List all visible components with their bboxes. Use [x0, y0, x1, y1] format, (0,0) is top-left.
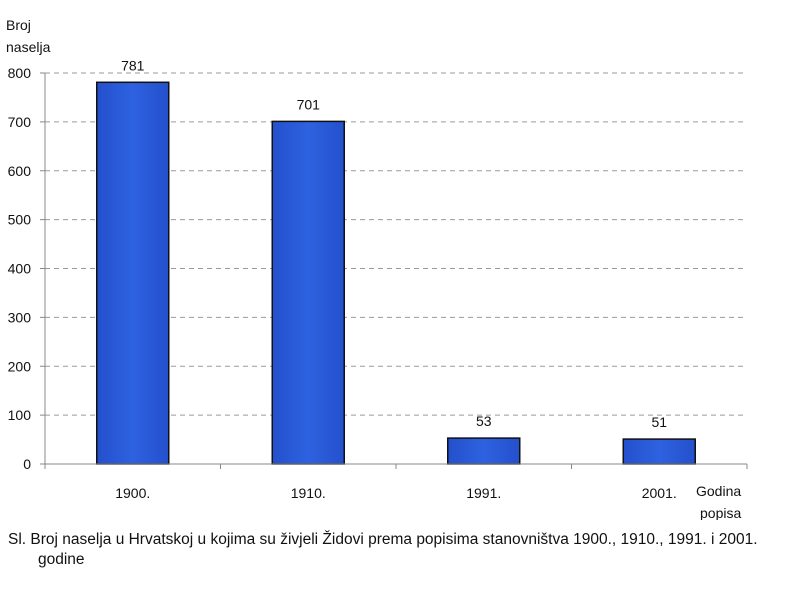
- y-axis-title-line1: Broj: [6, 17, 31, 33]
- y-tick-label: 400: [8, 261, 32, 277]
- y-tick-label: 200: [8, 358, 32, 374]
- bar: [96, 81, 170, 465]
- x-axis-title-line1: Godina: [696, 483, 741, 499]
- x-tick-label: 2001.: [642, 485, 677, 501]
- y-tick-label: 700: [8, 114, 32, 130]
- caption-line2: godine: [38, 551, 85, 568]
- bar: [271, 120, 345, 465]
- y-axis-title-line2: naselja: [6, 39, 51, 55]
- data-label: 53: [476, 413, 492, 429]
- bar: [622, 438, 696, 465]
- y-tick-label: 500: [8, 212, 32, 228]
- y-tick-label: 300: [8, 309, 32, 325]
- x-tick-label: 1991.: [466, 485, 501, 501]
- y-tick-label: 0: [23, 456, 31, 472]
- data-label: 701: [297, 96, 321, 112]
- y-tick-label: 800: [8, 65, 32, 81]
- bar-chart: 781 701 53 51 0 100 200 300 400 500 600 700 800 1900…: [6, 17, 748, 520]
- x-axis-title-line2: popisa: [700, 505, 741, 520]
- caption-line1: Sl. Broj naselja u Hrvatskoj u kojima su…: [8, 531, 758, 548]
- data-label: 781: [121, 57, 145, 73]
- y-tick-label: 100: [8, 407, 32, 423]
- y-tick-label: 600: [8, 163, 32, 179]
- x-tick-label: 1910.: [291, 485, 326, 501]
- x-tick-label: 1900.: [115, 485, 150, 501]
- bar: [447, 437, 521, 465]
- figure-caption: Sl. Broj naselja u Hrvatskoj u kojima su…: [8, 530, 798, 570]
- data-label: 51: [651, 414, 667, 430]
